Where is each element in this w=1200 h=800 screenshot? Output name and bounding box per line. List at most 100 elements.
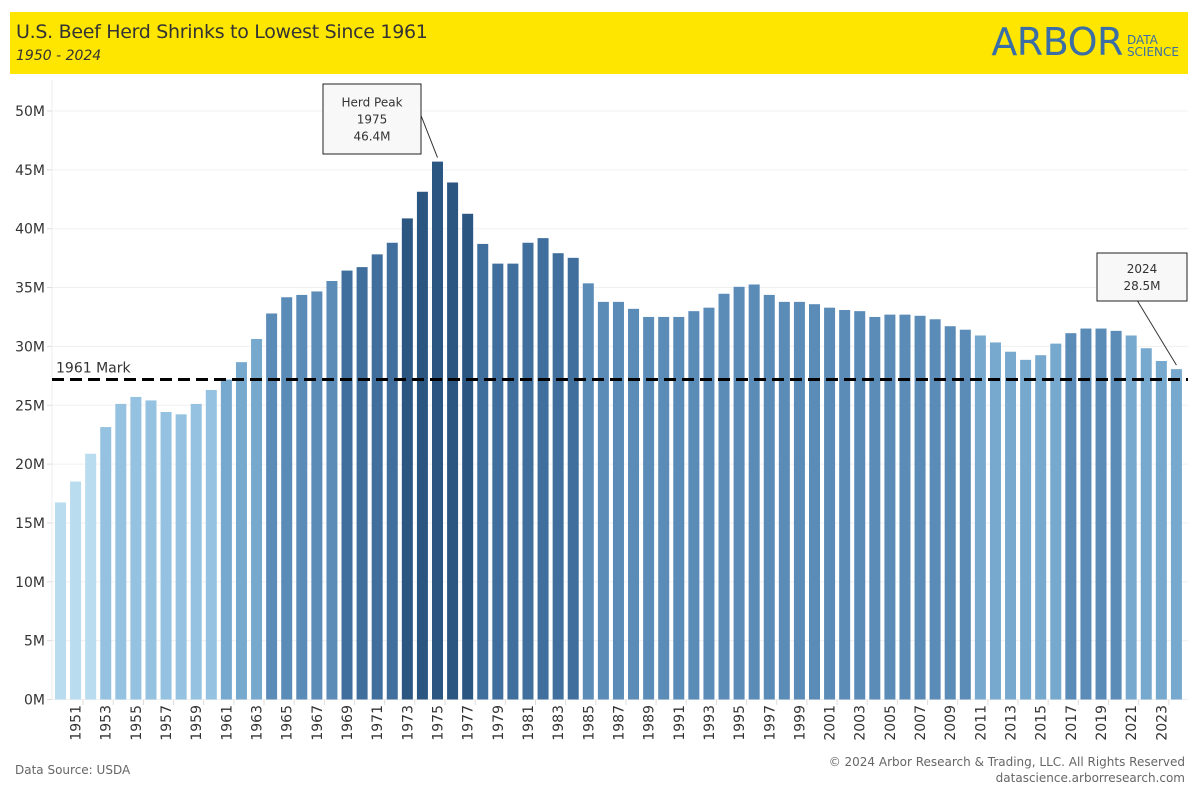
x-tick-label: 1981 — [521, 705, 537, 741]
bar-1980 — [507, 263, 519, 700]
bar-1952 — [85, 453, 97, 700]
x-tick-label: 1961 — [219, 705, 235, 741]
x-tick-label: 1951 — [69, 705, 85, 741]
bar-1973 — [401, 218, 413, 700]
bar-2010 — [959, 329, 971, 700]
y-tick-label: 0M — [24, 693, 45, 709]
bar-2006 — [899, 314, 911, 700]
bar-1981 — [522, 242, 534, 700]
bar-2016 — [1050, 343, 1062, 700]
bar-1984 — [567, 257, 579, 700]
bar-2005 — [884, 314, 896, 700]
data-source: Data Source: USDA — [15, 763, 131, 777]
bar-1982 — [537, 238, 549, 700]
bar-2021 — [1125, 335, 1137, 700]
reference-line-group: 1961 Mark — [52, 361, 1188, 382]
y-tick-label: 10M — [15, 575, 45, 591]
bar-1963 — [251, 338, 263, 700]
bar-1986 — [597, 301, 609, 700]
x-tick-label: 1967 — [310, 705, 326, 741]
x-tick-label: 1985 — [581, 705, 597, 741]
bar-1975 — [432, 161, 443, 700]
x-tick-label: 1965 — [280, 705, 296, 741]
bar-2019 — [1095, 328, 1107, 700]
bar-1964 — [266, 313, 278, 700]
x-tick-label: 1971 — [370, 705, 386, 741]
y-tick-label: 35M — [15, 281, 45, 297]
x-axis: 1951 1953 1955 1957 1959 1961 1963 1965 1967 1969… — [69, 700, 1170, 741]
bar-1997 — [763, 294, 775, 700]
bar-2002 — [839, 309, 851, 700]
bar-1955 — [130, 396, 142, 700]
y-tick-label: 20M — [15, 457, 45, 473]
bar-1988 — [628, 308, 640, 700]
x-tick-label: 1953 — [99, 705, 115, 741]
x-tick-label: 1993 — [702, 705, 718, 741]
website-link[interactable]: datascience.arborresearch.com — [995, 771, 1185, 785]
bar-2008 — [929, 319, 941, 700]
bar-1961 — [220, 379, 232, 700]
bar-2013 — [1005, 351, 1017, 700]
y-tick-label: 25M — [15, 398, 45, 414]
bar-1989 — [643, 316, 655, 700]
x-tick-label: 2021 — [1124, 705, 1140, 741]
bar-1995 — [733, 286, 745, 700]
annotation-leader-line — [1137, 300, 1177, 366]
y-tick-label: 40M — [15, 222, 45, 238]
chart-title: U.S. Beef Herd Shrinks to Lowest Since 1… — [16, 21, 428, 43]
y-axis: 0M 5M 10M 15M 20M 25M 30M 35M 40M 45M 50M — [15, 104, 52, 709]
bar-1974 — [416, 191, 428, 700]
bar-1959 — [190, 403, 202, 700]
bar-2017 — [1065, 333, 1077, 700]
annotation-2024: 2024 28.5M — [1096, 252, 1188, 366]
x-tick-label: 1977 — [461, 705, 477, 741]
logo-main-text: ARBOR — [991, 20, 1123, 64]
bar-2014 — [1020, 359, 1032, 700]
bar-2001 — [824, 307, 836, 700]
x-tick-label: 2019 — [1094, 705, 1110, 741]
bar-2018 — [1080, 328, 1092, 700]
logo-sub-line2: SCIENCE — [1126, 45, 1179, 59]
bar-2024 — [1170, 369, 1182, 700]
x-tick-label: 2011 — [973, 705, 989, 741]
bar-1969 — [341, 270, 353, 700]
annotations: Herd Peak 1975 46.4M 2024 28.5M — [322, 83, 1188, 366]
bar-1990 — [658, 316, 670, 700]
x-tick-label: 2015 — [1034, 705, 1050, 741]
x-tick-label: 1997 — [762, 705, 778, 741]
x-tick-label: 2023 — [1154, 705, 1170, 741]
logo-sub-line1: DATA — [1126, 33, 1158, 47]
annotation-text: Herd Peak — [341, 96, 402, 110]
x-tick-label: 2007 — [913, 705, 929, 741]
bar-1967 — [311, 291, 323, 700]
y-tick-label: 45M — [15, 163, 45, 179]
x-tick-label: 1989 — [642, 705, 658, 741]
bar-2007 — [914, 315, 926, 700]
bar-2011 — [974, 335, 986, 700]
bar-1968 — [326, 281, 338, 700]
annotation-1975: Herd Peak 1975 46.4M — [322, 83, 438, 158]
bars — [55, 161, 1182, 700]
bar-2015 — [1035, 355, 1047, 700]
annotation-text: 28.5M — [1123, 279, 1160, 293]
x-tick-label: 1987 — [611, 705, 627, 741]
x-tick-label: 1973 — [400, 705, 416, 741]
bar-2022 — [1140, 348, 1152, 700]
y-tick-label: 30M — [15, 339, 45, 355]
bar-2012 — [989, 342, 1001, 700]
bar-1960 — [205, 389, 217, 700]
x-tick-label: 1983 — [551, 705, 567, 741]
x-tick-label: 1995 — [732, 705, 748, 741]
bar-1951 — [70, 481, 82, 700]
bar-1953 — [100, 427, 112, 700]
reference-line-label: 1961 Mark — [56, 361, 131, 377]
annotation-leader-line — [420, 115, 438, 158]
bar-2003 — [854, 311, 866, 700]
x-tick-label: 2005 — [883, 705, 899, 741]
bar-1976 — [447, 182, 459, 700]
title-banner: U.S. Beef Herd Shrinks to Lowest Since 1… — [10, 12, 1188, 74]
bar-1970 — [356, 267, 368, 700]
bar-1966 — [296, 294, 308, 700]
y-tick-label: 50M — [15, 104, 45, 120]
